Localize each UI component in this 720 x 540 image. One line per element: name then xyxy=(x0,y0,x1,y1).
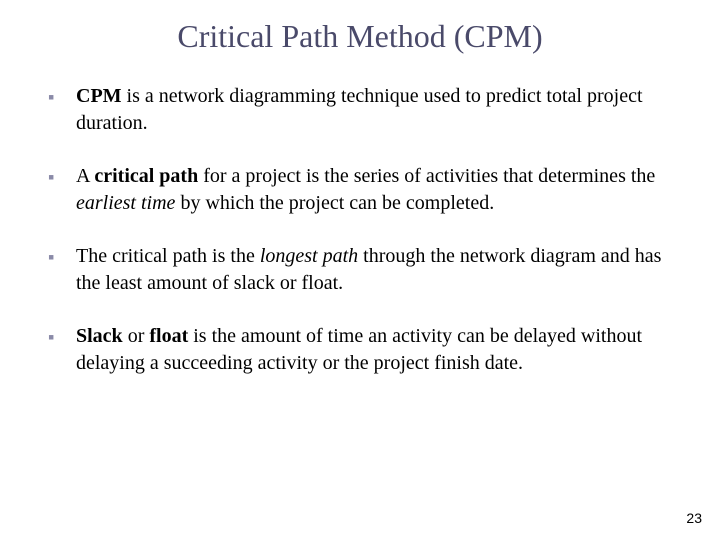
page-number: 23 xyxy=(686,510,702,526)
text-segment: The critical path is the xyxy=(76,245,260,267)
bullet-item: Slack or float is the amount of time an … xyxy=(48,323,680,377)
text-segment: critical path xyxy=(94,165,198,187)
slide-title: Critical Path Method (CPM) xyxy=(40,18,680,55)
bullet-item: CPM is a network diagramming technique u… xyxy=(48,83,680,137)
slide: Critical Path Method (CPM) CPM is a netw… xyxy=(0,0,720,540)
text-segment: is a network diagramming technique used … xyxy=(76,85,643,134)
bullet-list: CPM is a network diagramming technique u… xyxy=(40,83,680,377)
bullet-item: A critical path for a project is the ser… xyxy=(48,163,680,217)
text-segment: float xyxy=(149,325,188,347)
text-segment: by which the project can be completed. xyxy=(175,192,494,214)
text-segment: for a project is the series of activitie… xyxy=(198,165,655,187)
text-segment: Slack xyxy=(76,325,123,347)
text-segment: A xyxy=(76,165,94,187)
text-segment: or xyxy=(123,325,150,347)
text-segment: earliest time xyxy=(76,192,175,214)
text-segment: longest path xyxy=(260,245,358,267)
bullet-item: The critical path is the longest path th… xyxy=(48,243,680,297)
text-segment: CPM xyxy=(76,85,122,107)
